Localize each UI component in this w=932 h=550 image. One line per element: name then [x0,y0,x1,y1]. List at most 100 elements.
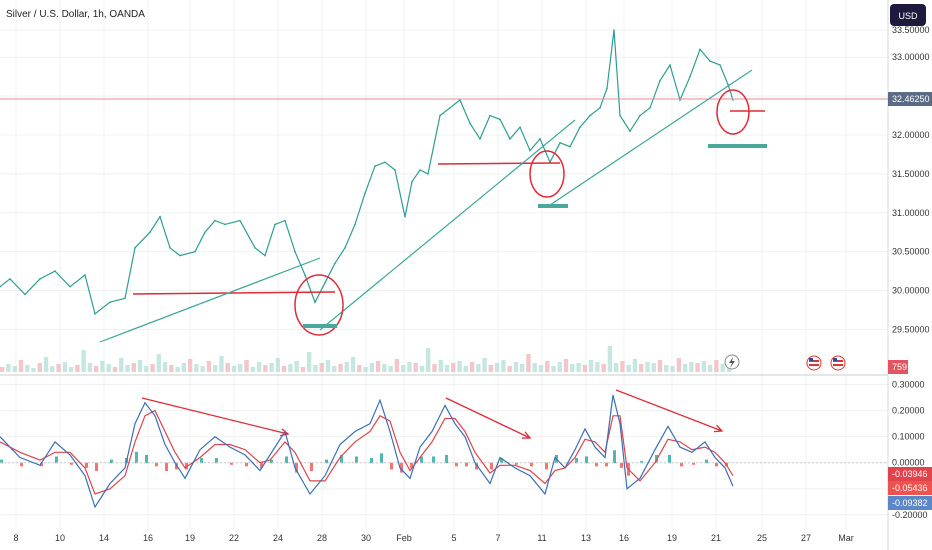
time-axis-tick-label: 11 [537,533,546,543]
time-axis-tick-label: 30 [361,533,371,543]
histogram-bar [340,454,343,464]
volume-bar [87,363,93,372]
trendline [99,257,321,343]
volume-bar [363,367,368,372]
currency-button[interactable]: USD [890,4,926,26]
time-axis-tick-label: Feb [396,533,412,543]
volume-bar [538,365,544,372]
volume-bar [43,357,49,372]
price-point [629,130,631,132]
volume-bar [250,367,255,372]
volume-bar [344,362,349,372]
price-axis-tick-label: 31.50000 [892,169,930,179]
histogram-bar [585,456,588,464]
volume-bar [238,364,243,372]
time-axis-tick-label: Mar [838,533,854,543]
volume-bar [350,357,356,372]
currency-button-label[interactable]: USD [898,11,918,21]
price-point [324,281,326,284]
histogram-bar [110,459,113,464]
histogram-bar [245,462,248,467]
histogram-bar [613,450,616,464]
volume-bar [332,366,337,372]
divergence-arrow-head [713,424,724,433]
price-point [639,114,641,117]
volume-bar [545,361,550,372]
volume-bar [37,363,42,372]
osc-axis-tick-label: -0.20000 [892,510,928,520]
us-flag-event-icon[interactable] [830,355,846,371]
volume-bar [213,365,218,372]
histogram-bar [355,456,358,464]
price-point [459,99,461,101]
price-point [619,114,621,117]
volume-bar [557,362,562,372]
histogram-bar [200,458,203,464]
volume-bar [676,358,682,372]
volume-bar [119,358,124,372]
price-point [224,223,226,226]
volume-bar [394,359,400,372]
price-point [394,169,396,171]
histogram-bar [270,459,273,464]
volume-tag: 759 [892,362,907,372]
volume-bar [150,364,155,372]
volume-bar [519,364,525,372]
price-axis-tick-label: 33.00000 [892,52,930,62]
volume-bar [62,362,68,372]
volume-bar [488,365,494,372]
volume-bar [225,363,230,372]
divergence-arrow-line [141,397,289,435]
histogram-bar [705,459,708,464]
histogram-bar [432,456,435,464]
volume-bar [695,363,700,372]
price-point [54,270,56,272]
volume-bar [281,366,287,372]
volume-bar [482,358,487,372]
volume-bar [501,360,506,372]
histogram-bar [668,454,671,464]
volume-bar [620,361,625,372]
volume-bar [588,360,594,372]
volume-bar [144,366,149,372]
price-point [179,254,181,257]
price-axis-tick-label: 30.00000 [892,286,930,296]
volume-bar [300,367,306,372]
volume-bar [726,366,732,372]
price-point [404,215,406,218]
volume-bar [6,364,11,372]
histogram-bar [145,454,148,464]
histogram-bar [575,458,578,464]
lightning-icon[interactable] [724,354,740,370]
volume-bar [507,366,512,372]
price-point [69,285,71,288]
time-axis-tick-label: 19 [667,533,677,543]
histogram-bar [500,458,503,464]
price-point [94,313,96,315]
histogram-bar [400,462,403,473]
histogram-bar [295,462,298,473]
us-flag-event-icon[interactable] [806,355,822,371]
volume-bar [701,361,707,372]
volume-bar [639,364,644,372]
price-point [519,126,521,129]
price-point [134,246,136,249]
volume-bar [306,352,312,372]
histogram-bar [165,462,168,472]
price-point [709,60,711,62]
volume-bar [419,366,425,372]
price-point [214,219,216,222]
time-axis-tick-label: 24 [273,533,283,543]
price-point [254,246,256,249]
volume-bar [81,350,86,372]
histogram-bar [605,462,608,467]
histogram-bar [475,462,478,470]
histogram-bar [285,456,288,464]
volume-bar [338,364,343,372]
divergence-arrow-line [615,389,723,432]
price-point [24,293,26,296]
price-point [539,138,541,140]
price-point [569,145,571,148]
osc-axis-tick-label: 0.30000 [892,380,925,390]
